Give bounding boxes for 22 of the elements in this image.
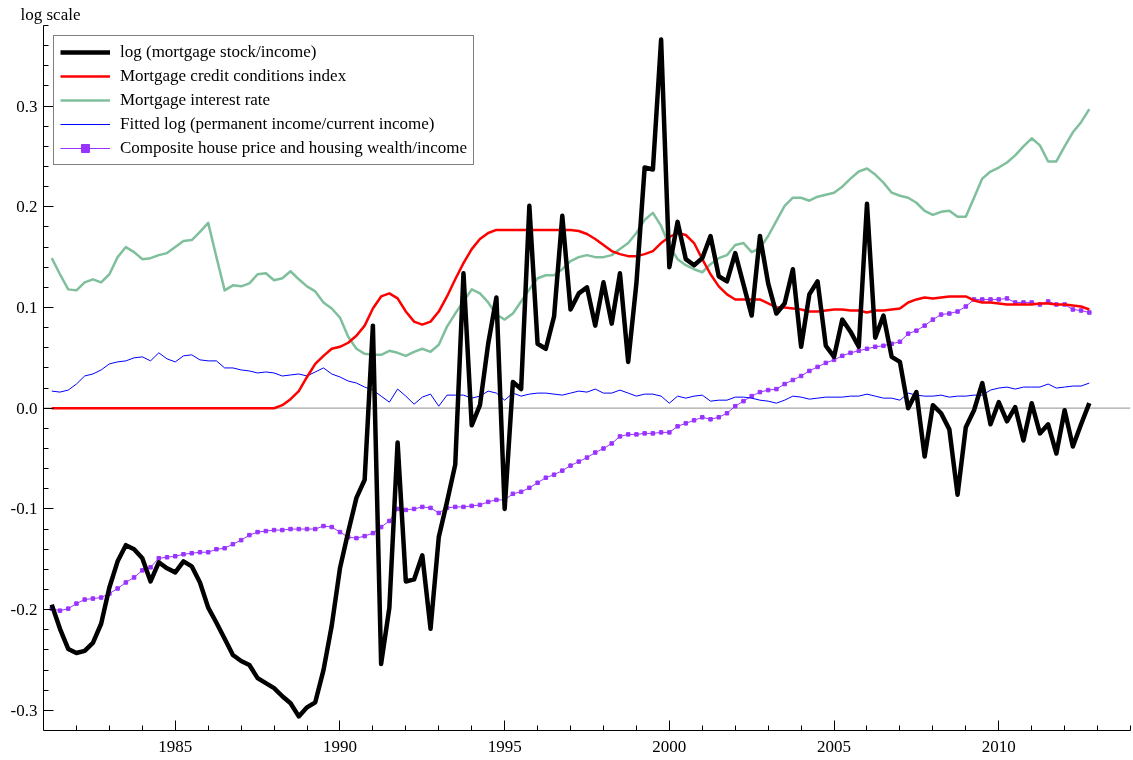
x-tick-label: 2000 xyxy=(652,736,687,756)
y-tick-label: 0.1 xyxy=(16,298,38,317)
y-tick-label: -0.2 xyxy=(10,600,38,620)
y-tick-label: -0.3 xyxy=(10,700,38,720)
x-tick-label: 1995 xyxy=(487,736,522,756)
line-series xyxy=(50,107,1091,358)
y-tick-label: 0.3 xyxy=(16,96,38,116)
line-series xyxy=(50,228,1091,410)
legend-label: Composite house price and housing wealth/income xyxy=(120,138,468,158)
x-tick-label: 2005 xyxy=(817,736,852,756)
x-tick-label: 1985 xyxy=(158,736,193,756)
y-tick-label: 0.2 xyxy=(16,197,38,217)
legend-label: log (mortgage stock/income) xyxy=(120,42,317,62)
line-series xyxy=(51,352,1090,407)
legend-label: Mortgage credit conditions index xyxy=(120,66,347,86)
y-tick-label: 0.0 xyxy=(16,398,38,418)
legend-label: Mortgage interest rate xyxy=(120,90,271,110)
legend-label: Fitted log (permanent income/current income) xyxy=(120,114,435,134)
x-tick-label: 2010 xyxy=(981,736,1016,756)
y-axis-title: log scale xyxy=(20,4,81,24)
y-tick-label: -0.1 xyxy=(10,499,38,519)
x-tick-label: 1990 xyxy=(322,736,357,756)
